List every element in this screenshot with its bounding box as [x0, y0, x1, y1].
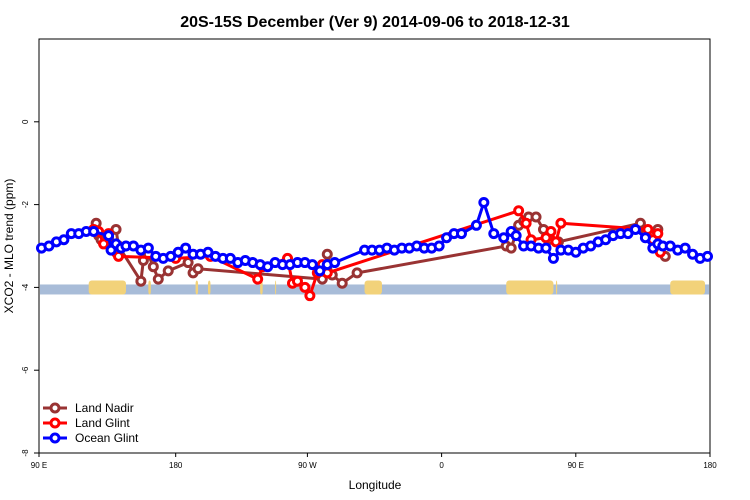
data-point	[291, 275, 303, 287]
data-point	[530, 211, 542, 223]
land-span	[88, 280, 126, 295]
data-point	[679, 242, 691, 254]
data-point	[629, 223, 641, 235]
legend-swatch-marker	[49, 402, 61, 414]
legend-label: Ocean Glint	[75, 431, 139, 445]
y-tick-label: -2	[21, 200, 30, 208]
data-point	[545, 226, 557, 238]
data-point	[652, 228, 664, 240]
data-point	[299, 281, 311, 293]
data-point	[58, 234, 70, 246]
data-point	[180, 242, 192, 254]
data-point	[540, 242, 552, 254]
data-point	[162, 265, 174, 277]
data-point	[510, 230, 522, 242]
data-point	[336, 277, 348, 289]
land-span	[670, 280, 706, 295]
series-layer	[35, 197, 714, 302]
x-tick-label: 180	[703, 461, 717, 470]
data-point	[314, 265, 326, 277]
x-tick-label: 90 E	[568, 461, 584, 470]
land-span	[506, 280, 554, 295]
legend-swatch-marker	[49, 432, 61, 444]
land-span	[260, 280, 263, 295]
data-point	[470, 219, 482, 231]
data-point	[555, 217, 567, 229]
land-span	[555, 280, 558, 295]
y-axis-label: XCO2 - MLO trend (ppm)	[2, 179, 16, 314]
data-point	[520, 217, 532, 229]
y-tick-label: -8	[21, 449, 30, 457]
x-axis: 90 E 180 90 W 0 90 E 180	[31, 453, 717, 470]
data-point	[306, 259, 318, 271]
data-point	[702, 250, 714, 262]
y-tick-label: -6	[21, 366, 30, 374]
data-point	[488, 228, 500, 240]
data-point	[433, 240, 445, 252]
data-point	[321, 248, 333, 260]
data-point	[252, 273, 264, 285]
data-point	[351, 267, 363, 279]
y-tick-label: 0	[21, 119, 30, 124]
legend-swatch-marker	[49, 417, 61, 429]
data-point	[142, 242, 154, 254]
data-point	[498, 232, 510, 244]
data-point	[152, 273, 164, 285]
data-point	[135, 275, 147, 287]
data-point	[98, 238, 110, 250]
land-span	[148, 280, 151, 295]
x-tick-label: 180	[169, 461, 183, 470]
legend-label: Land Nadir	[75, 401, 134, 415]
data-point	[182, 257, 194, 269]
data-point	[639, 232, 651, 244]
x-tick-label: 90 W	[298, 461, 317, 470]
y-tick-label: -4	[21, 283, 30, 291]
land-ocean-bar	[40, 280, 709, 295]
land-span	[364, 280, 382, 295]
data-point	[304, 290, 316, 302]
land-span	[275, 280, 277, 295]
data-point	[329, 257, 341, 269]
x-axis-label: Longitude	[349, 478, 402, 492]
chart-title: 20S-15S December (Ver 9) 2014-09-06 to 2…	[180, 14, 570, 31]
data-point	[192, 263, 204, 275]
land-span	[207, 280, 211, 295]
data-point	[478, 197, 490, 209]
data-point	[505, 242, 517, 254]
y-axis: 0 -2 -4 -6 -8	[21, 119, 39, 457]
data-point	[147, 261, 159, 273]
data-point	[550, 236, 562, 248]
data-point	[513, 205, 525, 217]
x-tick-label: 0	[439, 461, 444, 470]
legend-label: Land Glint	[75, 416, 130, 430]
data-point	[547, 252, 559, 264]
data-point	[103, 230, 115, 242]
land-span	[195, 280, 199, 295]
data-point	[88, 226, 100, 238]
x-tick-label: 90 E	[31, 461, 47, 470]
data-point	[455, 228, 467, 240]
